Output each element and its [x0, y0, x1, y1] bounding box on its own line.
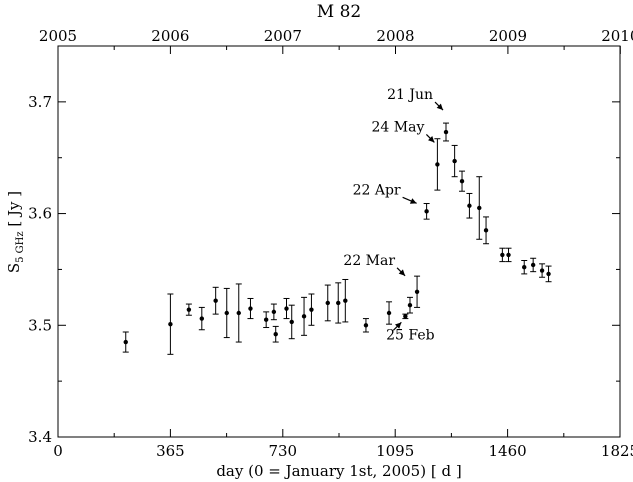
annotation-21-jun-label: 21 Jun [387, 87, 433, 103]
data-point [284, 306, 289, 311]
y-tick-label: 3.5 [28, 316, 52, 334]
annotation-21-jun-arrowhead [436, 103, 444, 111]
data-point [123, 339, 128, 345]
x-tick-label: 1825 [601, 442, 633, 460]
x-tick-label: 730 [268, 442, 297, 460]
annotation-24-may-label: 24 May [372, 119, 425, 135]
top-tick-label: 2009 [489, 27, 527, 45]
annotations: 21 Jun 24 May 22 Apr 22 Mar 25 Feb [343, 87, 444, 343]
data-point [452, 158, 457, 164]
data-point [309, 307, 314, 312]
data-point [186, 307, 192, 312]
annotation-22-mar-arrowhead [398, 269, 406, 276]
annotation-22-apr-arrowhead [409, 198, 417, 204]
annotation-22-apr-label: 22 Apr [353, 182, 401, 198]
top-tick-label: 2008 [376, 27, 414, 45]
data-point [289, 319, 294, 325]
annotation-25-feb-arrowhead [394, 322, 402, 329]
data-point [546, 271, 551, 277]
data-point [248, 306, 253, 311]
annotation-25-feb-label: 25 Feb [386, 327, 434, 343]
data-point [477, 205, 482, 211]
y-axis-label-main: S [5, 263, 23, 273]
data-point [301, 314, 307, 319]
data-point [407, 302, 413, 308]
data-point [500, 252, 505, 258]
data-point [263, 317, 269, 322]
x-tick-label: 1460 [489, 442, 527, 460]
y-tick-label: 3.4 [28, 428, 52, 446]
y-axis-label-sub: 5 GHz [15, 231, 26, 263]
data-point [213, 298, 218, 303]
x-tick-label: 0 [53, 442, 63, 460]
data-point [343, 298, 348, 303]
data-point [467, 203, 472, 208]
data-point [539, 268, 545, 273]
data-point [443, 129, 449, 135]
data-point [168, 321, 173, 327]
top-tick-label: 2010 [601, 27, 633, 45]
y-axis-label-unit: [ Jy ] [5, 191, 23, 232]
top-tick-label: 2005 [39, 27, 77, 45]
top-tick-label: 2006 [151, 27, 189, 45]
data-point [424, 209, 429, 214]
y-tick-label: 3.6 [28, 205, 52, 223]
data-point [414, 289, 420, 294]
x-axis-label: day (0 = January 1st, 2005) [ d ] [216, 462, 461, 480]
annotation-22-mar-label: 22 Mar [343, 253, 395, 269]
data-point [271, 309, 277, 315]
x-tick-label: 1095 [376, 442, 414, 460]
data-point [273, 332, 278, 337]
data-point [435, 162, 440, 167]
data-point [386, 310, 392, 316]
annotation-24-may-arrowhead [428, 136, 435, 143]
data-point [403, 314, 408, 319]
y-tick-label: 3.7 [28, 93, 52, 111]
data-point [224, 310, 229, 316]
top-tick-label: 2007 [264, 27, 302, 45]
y-axis-label: S5 GHz [ Jy ] [5, 191, 26, 273]
data-point [236, 310, 241, 316]
data-point [522, 264, 527, 270]
data-points [122, 122, 552, 355]
ticks: 0 365 730 1095 1460 1825 2005 2006 2007 2008 2009 2… [28, 27, 633, 460]
data-point [506, 252, 511, 258]
data-point [325, 300, 330, 306]
data-point [530, 262, 536, 268]
data-point [336, 300, 341, 306]
data-point [363, 323, 369, 328]
data-point [483, 228, 489, 233]
plot-frame [57, 45, 621, 438]
plot-border [57, 45, 621, 438]
x-tick-label: 365 [156, 442, 185, 460]
data-point [199, 316, 205, 321]
chart-title: M 82 [317, 2, 361, 22]
data-point [459, 178, 465, 184]
